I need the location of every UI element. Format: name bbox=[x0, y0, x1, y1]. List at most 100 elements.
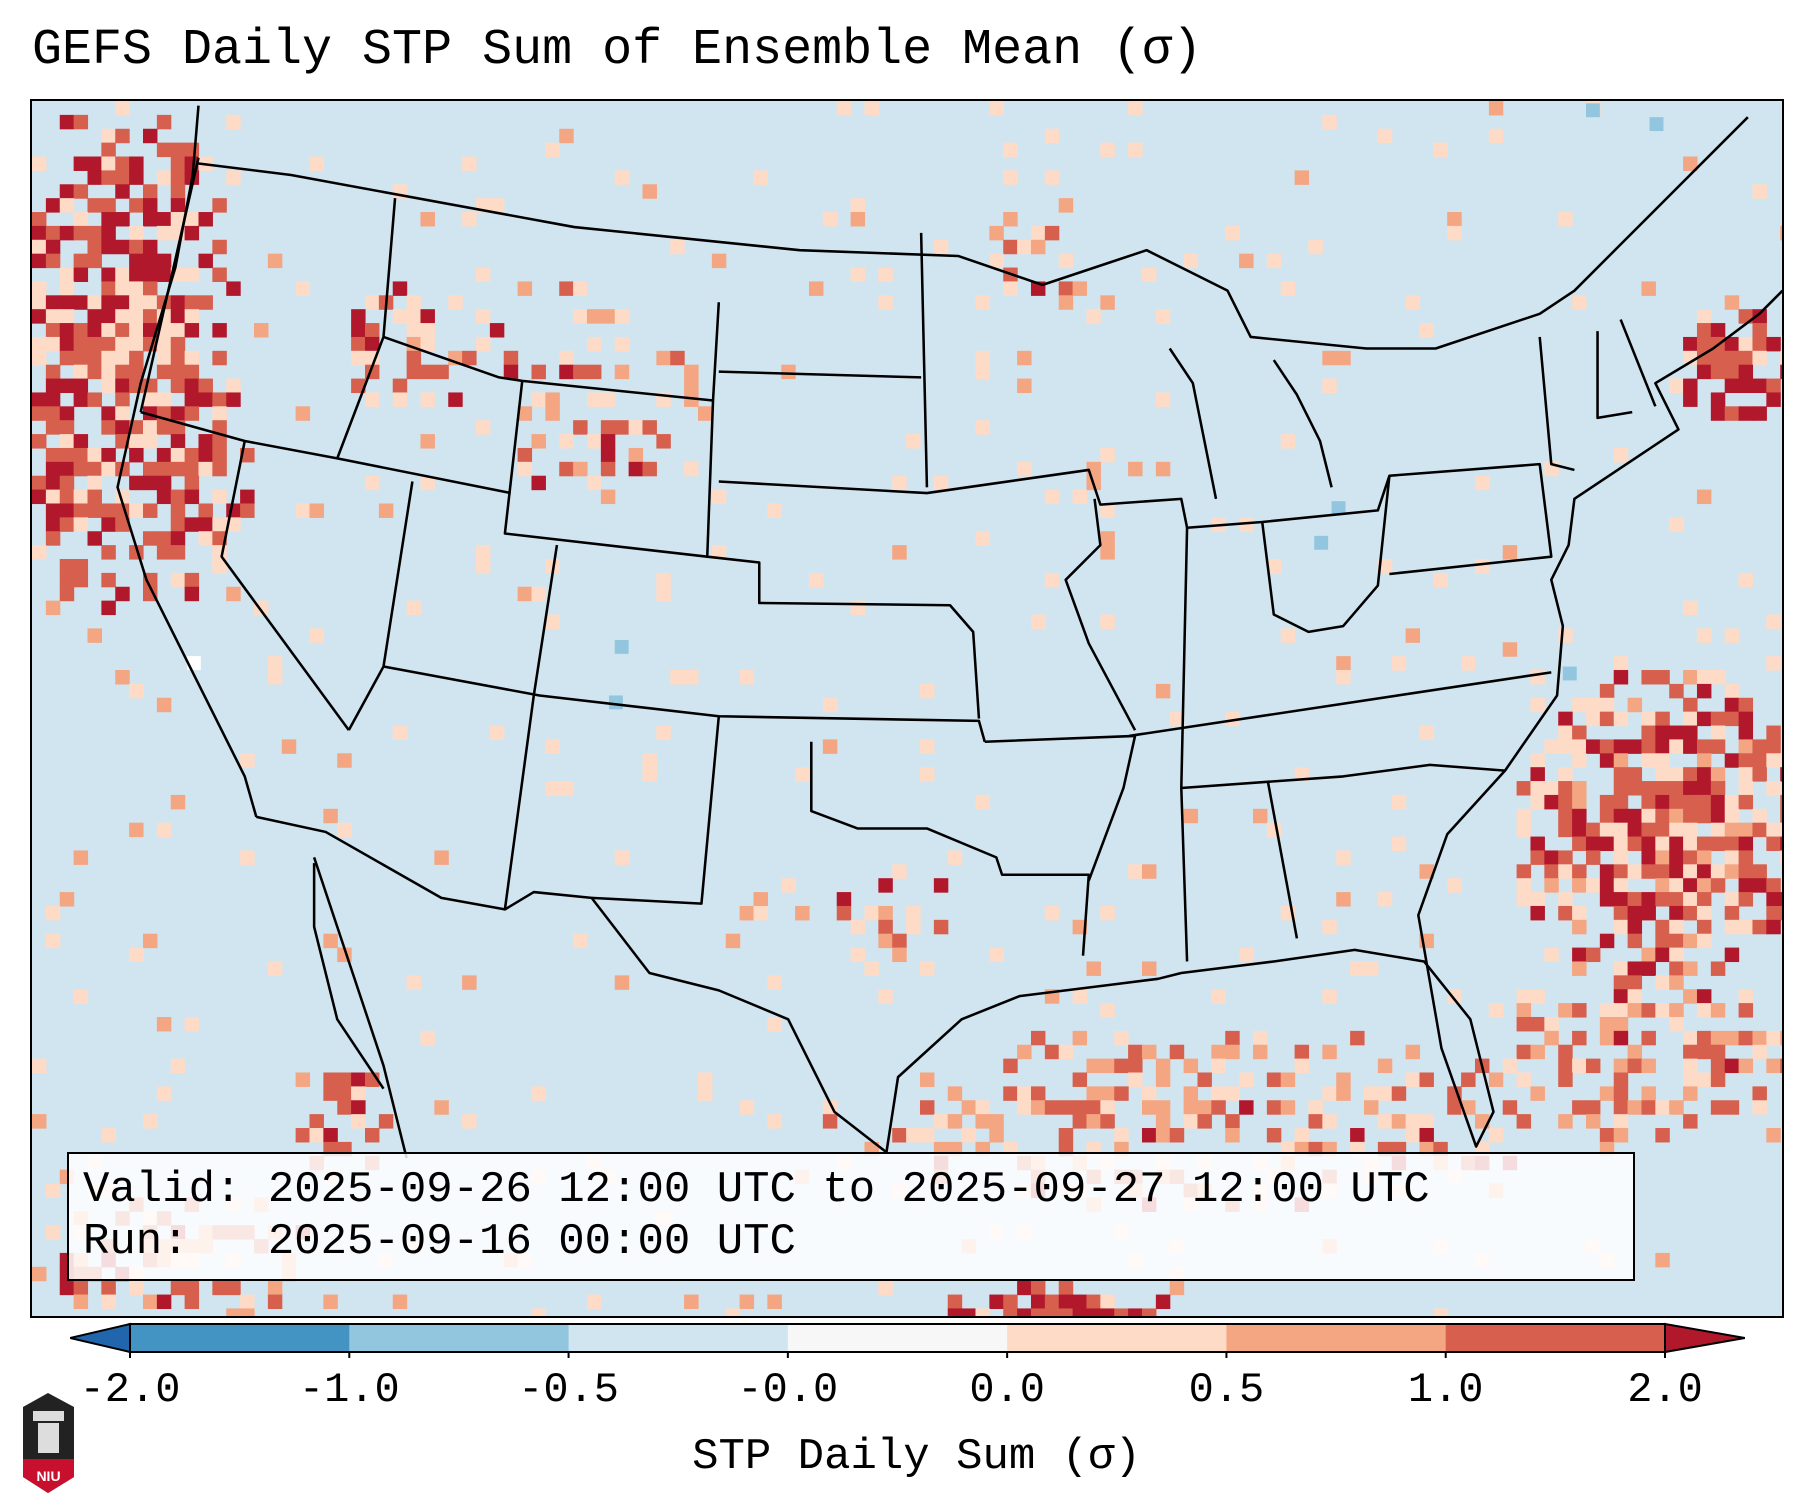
data-cell bbox=[1613, 975, 1629, 990]
data-cell bbox=[1599, 836, 1615, 852]
data-cell bbox=[309, 1128, 324, 1143]
data-cell bbox=[1391, 836, 1407, 852]
data-cell bbox=[1280, 1072, 1296, 1087]
data-cell bbox=[559, 350, 574, 366]
data-cell bbox=[1058, 1100, 1074, 1115]
data-cell bbox=[1766, 1030, 1781, 1046]
data-cell bbox=[614, 975, 630, 990]
data-cell bbox=[739, 1100, 755, 1115]
data-cell bbox=[1738, 850, 1754, 865]
data-cell bbox=[1724, 836, 1740, 852]
data-cell bbox=[1530, 1044, 1545, 1060]
data-cell bbox=[170, 545, 186, 560]
data-cell bbox=[392, 1294, 408, 1310]
data-cell bbox=[1266, 558, 1282, 574]
data-cell bbox=[212, 461, 227, 477]
data-cell bbox=[73, 253, 89, 269]
data-cell bbox=[170, 434, 186, 449]
data-cell bbox=[1211, 1100, 1226, 1115]
data-cell bbox=[586, 434, 602, 449]
data-cell bbox=[73, 850, 89, 865]
data-cell bbox=[101, 461, 116, 477]
data-cell bbox=[1322, 350, 1337, 366]
data-cell bbox=[1710, 711, 1726, 727]
data-cell bbox=[1738, 336, 1754, 352]
data-cell bbox=[87, 336, 102, 352]
data-cell bbox=[1252, 808, 1268, 824]
data-cell bbox=[129, 447, 144, 463]
data-cell bbox=[1752, 1086, 1767, 1101]
data-cell bbox=[73, 572, 89, 588]
data-cell bbox=[309, 1114, 324, 1129]
data-cell bbox=[1377, 892, 1393, 907]
data-cell bbox=[351, 1100, 366, 1115]
data-cell bbox=[198, 434, 213, 449]
data-cell bbox=[697, 1072, 713, 1087]
data-cell bbox=[489, 725, 505, 740]
data-cell bbox=[517, 281, 533, 296]
data-cell bbox=[184, 350, 200, 366]
data-cell bbox=[351, 309, 366, 324]
data-cell bbox=[1544, 864, 1559, 879]
data-cell bbox=[1239, 947, 1254, 963]
data-cell bbox=[45, 517, 61, 532]
data-cell bbox=[1544, 947, 1559, 963]
data-cell bbox=[101, 1294, 116, 1310]
data-cell bbox=[1017, 239, 1032, 255]
data-cell bbox=[142, 461, 158, 477]
data-cell bbox=[1128, 1058, 1143, 1074]
data-cell bbox=[1613, 781, 1629, 796]
data-cell bbox=[170, 198, 186, 213]
data-cell bbox=[129, 309, 144, 324]
data-cell bbox=[1683, 392, 1698, 407]
data-cell bbox=[1100, 1114, 1115, 1129]
data-cell bbox=[115, 267, 130, 282]
data-cell bbox=[1766, 753, 1781, 768]
data-cell bbox=[1058, 295, 1074, 310]
data-cell bbox=[226, 378, 241, 394]
data-cell bbox=[170, 461, 186, 477]
data-cell bbox=[1072, 1294, 1088, 1310]
data-cell bbox=[170, 531, 186, 546]
data-cell bbox=[1572, 808, 1587, 824]
data-cell bbox=[864, 961, 879, 976]
data-cell bbox=[656, 350, 671, 366]
colorbar-tick-label: -1.0 bbox=[298, 1366, 400, 1414]
colorbar-segment bbox=[1226, 1324, 1447, 1352]
data-cell bbox=[59, 184, 75, 199]
data-cell bbox=[1530, 905, 1545, 921]
data-cell bbox=[1155, 309, 1171, 324]
data-cell bbox=[517, 586, 533, 602]
data-cell bbox=[87, 350, 102, 366]
data-cell bbox=[212, 198, 227, 213]
data-cell bbox=[129, 503, 144, 518]
data-cell bbox=[531, 364, 546, 380]
data-cell bbox=[1572, 1058, 1587, 1074]
data-cell bbox=[156, 1086, 172, 1101]
data-cell bbox=[115, 406, 130, 421]
data-cell bbox=[1599, 1030, 1615, 1046]
data-cell bbox=[503, 364, 519, 380]
data-cell bbox=[1558, 808, 1573, 824]
data-cell bbox=[170, 323, 186, 338]
data-cell bbox=[753, 905, 768, 921]
data-cell bbox=[198, 392, 213, 407]
data-cell bbox=[1724, 1058, 1740, 1074]
data-cell bbox=[184, 447, 200, 463]
data-cell bbox=[59, 309, 75, 324]
data-cell bbox=[59, 572, 75, 588]
data-cell bbox=[323, 1128, 338, 1143]
data-cell bbox=[1696, 1072, 1712, 1087]
data-cell bbox=[462, 1114, 477, 1129]
data-cell bbox=[1558, 892, 1573, 907]
data-cell bbox=[45, 336, 61, 352]
data-cell bbox=[87, 295, 102, 310]
data-cell bbox=[59, 198, 75, 213]
data-cell bbox=[1003, 239, 1018, 255]
data-cell bbox=[1738, 1030, 1754, 1046]
data-cell bbox=[1114, 1086, 1129, 1101]
data-cell bbox=[1544, 878, 1559, 893]
data-cell bbox=[198, 253, 213, 269]
data-cell bbox=[559, 781, 574, 796]
data-cell bbox=[59, 267, 75, 282]
